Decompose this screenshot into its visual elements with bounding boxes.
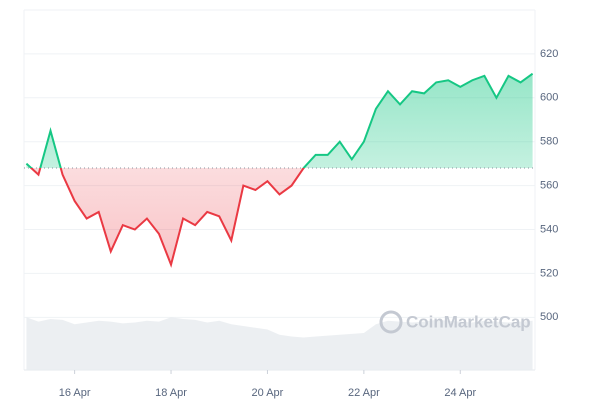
x-tick-label: 20 Apr: [252, 387, 284, 399]
volume-area: [26, 317, 533, 370]
y-tick-label: 560: [540, 180, 558, 192]
watermark: CoinMarketCap: [379, 310, 531, 334]
x-tick-label: 24 Apr: [444, 387, 476, 399]
area-up: [26, 73, 533, 169]
x-tick-label: 16 Apr: [59, 387, 91, 399]
line-down: [29, 168, 305, 268]
area-down: [26, 168, 533, 265]
y-tick-label: 520: [540, 267, 558, 279]
y-tick-label: 600: [540, 92, 558, 104]
x-tick-label: 18 Apr: [155, 387, 187, 399]
y-tick-label: 540: [540, 223, 558, 235]
watermark-logo: [379, 310, 403, 334]
y-tick-label: 500: [540, 311, 558, 323]
x-tick-label: 22 Apr: [348, 387, 380, 399]
y-tick-label: 620: [540, 48, 558, 60]
y-tick-label: 580: [540, 136, 558, 148]
line-up: [25, 72, 534, 169]
watermark-text: CoinMarketCap: [406, 312, 531, 331]
